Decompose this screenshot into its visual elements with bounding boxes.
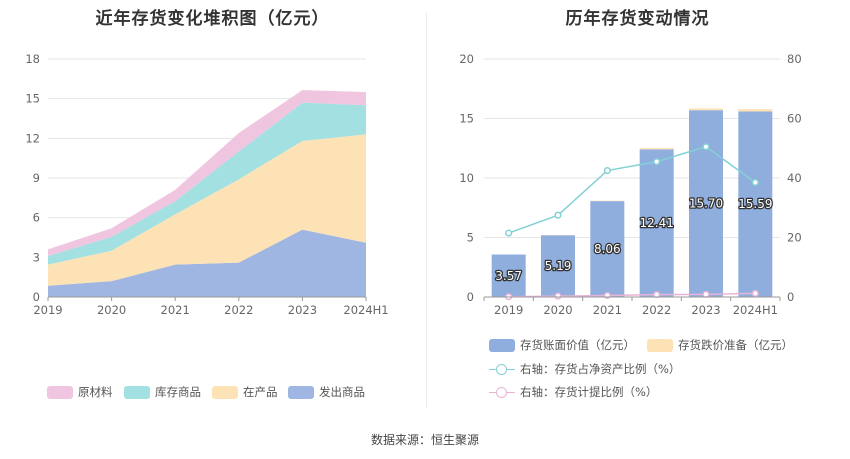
y-tick-label: 15 bbox=[459, 112, 474, 126]
legend-swatch bbox=[212, 385, 238, 399]
line-series-1 bbox=[508, 292, 756, 298]
y-tick-label: 3 bbox=[33, 250, 40, 264]
line-series-0 bbox=[508, 145, 756, 234]
y2-tick-label: 20 bbox=[787, 231, 802, 245]
line-point bbox=[702, 143, 710, 151]
stacked-area-chart: 0 3 6 9 12 15 18 2019 2020 2021 2022 2023 2024H1 bbox=[25, 52, 388, 317]
legend-item[interactable]: 存货账面价值（亿元） bbox=[489, 337, 635, 353]
legend-label: 在产品 bbox=[243, 385, 278, 399]
y-tick-label: 18 bbox=[25, 52, 40, 66]
bar-impairment bbox=[738, 109, 773, 112]
legend-label: 存货跌价准备（亿元） bbox=[678, 338, 793, 352]
y-tick-label: 6 bbox=[33, 211, 40, 225]
x-tick-label: 2022 bbox=[642, 303, 671, 317]
panel-divider bbox=[426, 12, 427, 407]
bar-data-label: 5.19 bbox=[545, 259, 572, 273]
y-tick-label: 5 bbox=[467, 231, 474, 245]
x-tick-label: 2023 bbox=[691, 303, 720, 317]
legend-label: 右轴：存货占净资产比例（%） bbox=[520, 362, 681, 376]
bar-book-value bbox=[738, 111, 773, 297]
bar-book-value bbox=[541, 235, 575, 297]
x-tick-label: 2023 bbox=[288, 303, 317, 317]
y-tick-label: 0 bbox=[467, 290, 474, 304]
bar-book-value bbox=[689, 110, 723, 297]
legend-swatch bbox=[647, 338, 673, 352]
bar-data-label: 3.57 bbox=[495, 269, 522, 283]
y2-tick-label: 60 bbox=[787, 112, 802, 126]
bar-data-label: 15.70 bbox=[689, 197, 723, 211]
x-tick-label: 2019 bbox=[33, 303, 62, 317]
y-tick-label: 9 bbox=[33, 171, 40, 185]
legend-item[interactable]: 库存商品 bbox=[124, 384, 201, 400]
y2-tick-label: 80 bbox=[787, 52, 802, 66]
area-1 bbox=[48, 134, 366, 286]
y-tick-label: 20 bbox=[459, 52, 474, 66]
legend-item[interactable]: 存货跌价准备（亿元） bbox=[647, 337, 793, 353]
legend-swatch bbox=[124, 385, 150, 399]
right-legend: 存货账面价值（亿元） 存货跌价准备（亿元） 右轴：存货占净资产比例（%） 右轴：存货计… bbox=[425, 332, 850, 407]
line-point bbox=[653, 158, 661, 166]
bar-book-value bbox=[590, 201, 625, 297]
y-tick-label: 12 bbox=[25, 131, 40, 145]
legend-label: 库存商品 bbox=[155, 385, 201, 399]
line-point bbox=[603, 167, 611, 175]
legend-swatch bbox=[47, 385, 73, 399]
area-3 bbox=[48, 90, 366, 257]
legend-line-marker bbox=[489, 363, 515, 376]
right-chart-title: 历年存货变动情况 bbox=[565, 9, 710, 29]
legend-swatch bbox=[288, 385, 314, 399]
bar-impairment bbox=[639, 147, 674, 150]
left-chart-title: 近年存货变化堆积图（亿元） bbox=[95, 9, 330, 29]
y-tick-label: 0 bbox=[33, 290, 40, 304]
y2-tick-label: 40 bbox=[787, 171, 802, 185]
bar-line-chart: 0 5 10 15 20 0 20 40 60 80 3.57 5.19 8.06 12.41 15.70 1… bbox=[459, 52, 802, 317]
stacked-area-chart-panel: 近年存货变化堆积图（亿元） 0 3 6 9 12 15 18 2019 2020 2021 2022… bbox=[0, 0, 425, 410]
line-point bbox=[751, 289, 759, 297]
legend-label: 原材料 bbox=[78, 385, 113, 399]
area-0 bbox=[48, 229, 366, 297]
legend-item[interactable]: 在产品 bbox=[212, 384, 278, 400]
bar-data-label: 8.06 bbox=[594, 242, 621, 256]
left-legend: 原材料 库存商品 在产品 发出商品 bbox=[0, 376, 425, 406]
bar-book-value bbox=[639, 149, 674, 297]
x-tick-label: 2020 bbox=[97, 303, 126, 317]
x-tick-label: 2024H1 bbox=[733, 303, 778, 317]
legend-item[interactable]: 右轴：存货占净资产比例（%） bbox=[489, 361, 680, 377]
legend-item[interactable]: 原材料 bbox=[47, 384, 113, 400]
x-tick-label: 2019 bbox=[494, 303, 523, 317]
x-tick-label: 2021 bbox=[593, 303, 622, 317]
bar-data-label: 12.41 bbox=[639, 216, 673, 230]
legend-label: 右轴：存货计提比例（%） bbox=[520, 385, 658, 399]
line-point bbox=[702, 290, 710, 298]
bar-book-value bbox=[491, 254, 526, 297]
data-source-footer: 数据来源：恒生聚源 bbox=[370, 433, 479, 447]
area-2 bbox=[48, 102, 366, 265]
bar-line-chart-panel: 历年存货变动情况 0 5 10 15 20 0 20 40 60 80 3.57 5.19 8.06 12… bbox=[425, 0, 850, 410]
line-point bbox=[554, 292, 562, 300]
x-tick-label: 2024H1 bbox=[343, 303, 388, 317]
legend-line-marker bbox=[489, 386, 515, 399]
y-tick-label: 10 bbox=[459, 171, 474, 185]
y-tick-label: 15 bbox=[25, 92, 40, 106]
legend-label: 发出商品 bbox=[319, 385, 365, 399]
legend-item[interactable]: 右轴：存货计提比例（%） bbox=[489, 384, 657, 400]
x-tick-label: 2021 bbox=[161, 303, 190, 317]
y2-tick-label: 0 bbox=[787, 290, 794, 304]
legend-item[interactable]: 发出商品 bbox=[288, 384, 365, 400]
bar-data-label: 15.59 bbox=[738, 197, 772, 211]
legend-label: 存货账面价值（亿元） bbox=[520, 338, 635, 352]
line-point bbox=[751, 178, 759, 187]
x-tick-label: 2022 bbox=[224, 303, 253, 317]
line-point bbox=[554, 211, 562, 219]
x-tick-label: 2020 bbox=[543, 303, 572, 317]
bar-impairment bbox=[689, 108, 723, 111]
line-point bbox=[505, 229, 513, 237]
legend-swatch bbox=[489, 338, 515, 352]
